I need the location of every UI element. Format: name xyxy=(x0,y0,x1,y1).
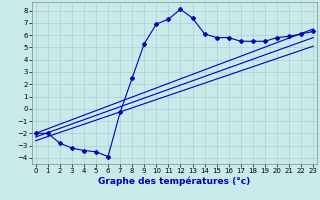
X-axis label: Graphe des températures (°c): Graphe des températures (°c) xyxy=(98,177,251,186)
